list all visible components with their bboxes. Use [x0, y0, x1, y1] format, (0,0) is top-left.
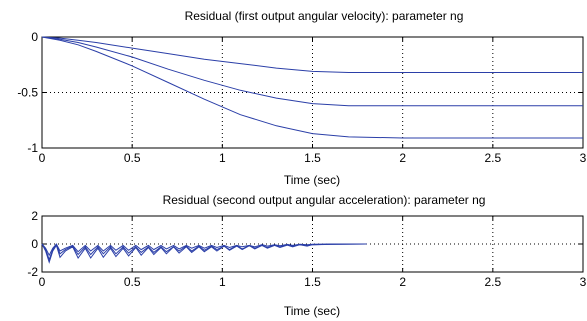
chart-1-x-tick-label: 2.5: [484, 151, 501, 165]
chart-1-plot-area: 0 0.5 1 1.5 2 2.5 3 -1 -0.5 0: [17, 30, 586, 165]
chart-2-x-tick-label: 0: [39, 275, 46, 289]
chart-1-x-tick-label: 3: [580, 151, 587, 165]
chart-1-title: Residual (first output angular velocity)…: [185, 9, 464, 23]
chart-2-plot-area: 0 0.5 1 1.5 2 2.5 3-202: [27, 209, 586, 289]
chart-1-series-line-3: [41, 36, 583, 139]
chart-1-x-tick-label: 0.5: [124, 151, 141, 165]
chart-1-series-line-1: [41, 36, 583, 73]
chart-1-x-tick-label: 1.5: [304, 151, 321, 165]
chart-2-title: Residual (second output angular accelera…: [163, 193, 486, 207]
chart-2: Residual (second output angular accelera…: [27, 193, 586, 318]
chart-2-x-tick-label: 2: [399, 275, 406, 289]
chart-2-series-line-3: [41, 243, 367, 264]
chart-2-x-tick-label: 2.5: [484, 275, 501, 289]
chart-2-x-axis-label: Time (sec): [284, 304, 340, 318]
chart-1: Residual (first output angular velocity)…: [17, 9, 586, 187]
chart-2-x-tick-label: 0.5: [124, 275, 141, 289]
chart-1-x-tick-label: 1: [219, 151, 226, 165]
chart-2-y-tick-label: 2: [31, 209, 38, 223]
chart-1-y-tick-label: -0.5: [17, 86, 38, 100]
chart-1-x-tick-label: 2: [399, 151, 406, 165]
chart-1-x-axis-label: Time (sec): [284, 173, 340, 187]
chart-2-x-tick-label: 1.5: [304, 275, 321, 289]
chart-2-y-tick-label: 0: [31, 237, 38, 251]
chart-2-x-tick-label: 3: [580, 275, 587, 289]
chart-1-y-tick-label: 0: [31, 30, 38, 44]
chart-1-x-tick-label: 0: [39, 151, 46, 165]
chart-2-y-tick-label: -2: [27, 265, 38, 279]
chart-2-x-tick-label: 1: [219, 275, 226, 289]
chart-1-series-line-2: [41, 36, 583, 107]
chart-1-y-tick-label: -1: [27, 141, 38, 155]
